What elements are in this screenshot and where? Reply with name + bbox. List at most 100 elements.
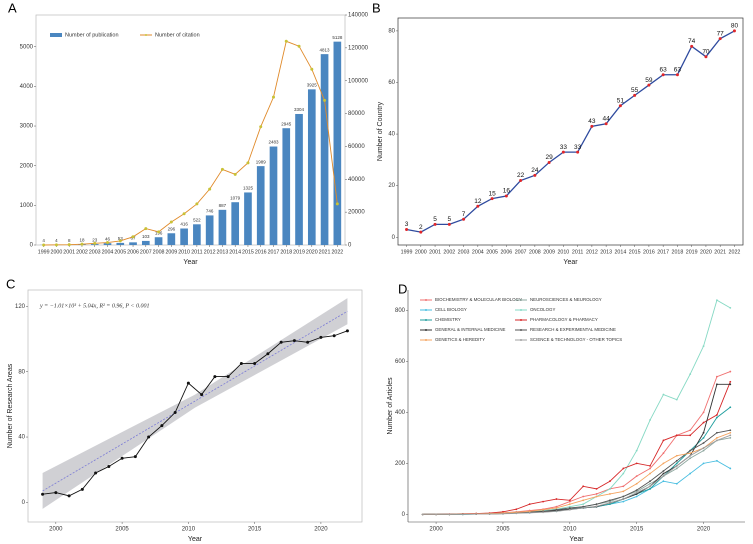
point (528, 511, 531, 514)
point (54, 491, 58, 495)
legend-label: SCIENCE & TECHNOLOGY - OTHER TOPICS (530, 337, 622, 342)
point (675, 465, 678, 467)
point (689, 434, 692, 437)
point (182, 212, 186, 216)
data-label: 74 (688, 38, 696, 45)
data-label: 4813 (320, 47, 331, 52)
x-axis-title: Year (563, 259, 578, 266)
point (732, 29, 736, 33)
y-tick-label: 1000 (20, 203, 34, 209)
point (729, 380, 732, 383)
point (568, 505, 571, 508)
x-tick-label: 2001 (63, 249, 75, 255)
point (609, 501, 611, 504)
data-label: 53 (118, 236, 124, 241)
bar (154, 237, 163, 245)
point (635, 462, 638, 465)
legend-label: PHARMACOLOGY & PHARMACY (530, 317, 598, 322)
data-label: 59 (645, 77, 653, 84)
point (729, 436, 732, 439)
x-tick-label: 2006 (127, 249, 139, 255)
x-tick-label: 2002 (76, 249, 88, 255)
panel-label: D (398, 281, 407, 296)
data-label: 23 (92, 237, 98, 242)
data-label: 2483 (268, 140, 279, 145)
y-tick-label: 0 (22, 500, 26, 506)
point (107, 464, 111, 468)
point (405, 228, 409, 232)
y2-tick-label: 100000 (348, 78, 369, 84)
point (220, 167, 224, 171)
point (662, 470, 665, 472)
data-label: 15 (488, 190, 496, 197)
point (689, 472, 692, 475)
point (54, 243, 58, 247)
x-tick-label: 2021 (319, 249, 331, 255)
y2-tick-label: 40000 (348, 177, 365, 183)
point (120, 456, 124, 460)
y2-tick-label: 0 (348, 243, 352, 249)
point (568, 500, 571, 503)
x-tick-label: 2017 (657, 249, 669, 255)
point (93, 241, 97, 245)
point (490, 197, 494, 201)
legend-label: Number of citation (155, 32, 200, 38)
point (173, 411, 177, 415)
y-tick-label: 40 (388, 132, 395, 138)
series-line (422, 460, 731, 515)
data-label: 887 (219, 203, 227, 208)
point (622, 467, 625, 470)
point (462, 217, 466, 221)
point (716, 383, 718, 386)
point (633, 93, 637, 97)
data-label: 2945 (281, 121, 292, 126)
point (448, 513, 451, 516)
data-label: 24 (531, 167, 539, 174)
point (729, 406, 732, 409)
x-tick-label: 2015 (630, 527, 644, 533)
point (595, 487, 598, 490)
y-tick-label: 120 (15, 304, 26, 310)
point (41, 492, 45, 496)
series-line (422, 434, 731, 515)
point (94, 471, 98, 475)
point (647, 83, 651, 87)
x-tick-label: 2015 (242, 249, 254, 255)
data-label: 1325 (243, 186, 254, 191)
data-label: 103 (142, 234, 150, 239)
y-tick-label: 800 (395, 308, 406, 314)
point (447, 222, 451, 226)
point (306, 340, 310, 344)
point (689, 449, 692, 452)
data-label: 16 (503, 188, 511, 195)
point (582, 495, 585, 498)
x-tick-label: 2013 (217, 249, 229, 255)
point (662, 475, 665, 478)
legend-label: CELL BIOLOGY (435, 307, 467, 312)
point (622, 490, 625, 493)
point (515, 512, 518, 515)
y-tick-label: 20 (388, 183, 395, 189)
series-line (422, 381, 731, 515)
point (475, 513, 478, 515)
data-label: 18 (79, 237, 85, 242)
bar (320, 54, 329, 246)
x-tick-label: 2020 (697, 527, 711, 533)
x-tick-label: 2015 (629, 249, 641, 255)
point (195, 202, 199, 206)
point (528, 503, 531, 506)
point (259, 125, 263, 129)
point (689, 454, 692, 457)
x-tick-label: 2003 (458, 249, 470, 255)
point (675, 398, 678, 401)
y-axis-title: Number of Country (377, 101, 384, 161)
point (702, 421, 705, 424)
point (622, 495, 625, 498)
point (542, 500, 544, 503)
point (568, 503, 571, 506)
point (675, 482, 678, 485)
point (702, 447, 705, 449)
point (542, 511, 544, 514)
data-label: 296 (168, 226, 176, 231)
point (80, 242, 84, 246)
